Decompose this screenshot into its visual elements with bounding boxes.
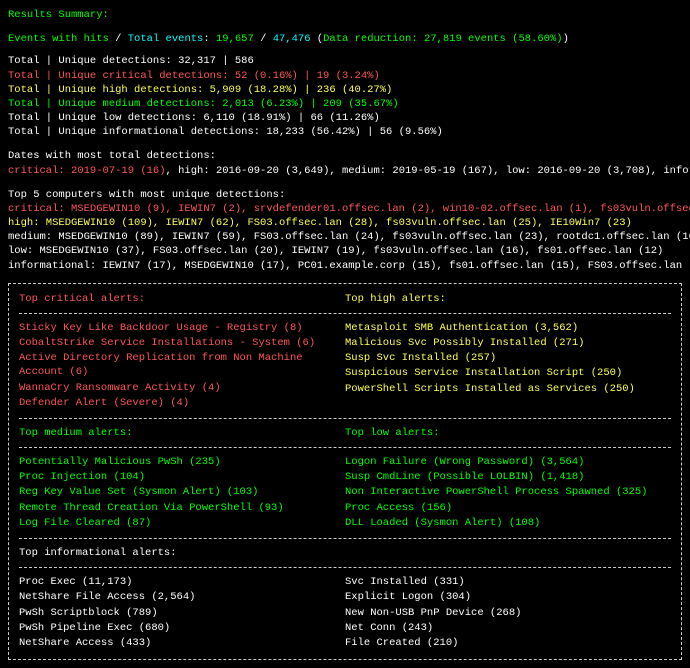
alert-item: Potentially Malicious PwSh (235)	[19, 455, 345, 469]
info-alerts-left: Proc Exec (11,173) NetShare File Access …	[19, 575, 345, 651]
alert-item: Active Directory Replication from Non Ma…	[19, 351, 345, 379]
alert-item: Svc Installed (331)	[345, 575, 671, 589]
dates-critical-label: critical:	[8, 165, 71, 177]
critical-alerts-title: Top critical alerts:	[19, 292, 345, 306]
dates-low-label: , low:	[493, 165, 537, 177]
data-reduction-value: 27,819 events (58.60%)	[424, 33, 563, 45]
sep: /	[254, 33, 273, 45]
total-events-label: Total events	[128, 33, 204, 45]
events-hits-value: 19,657	[216, 33, 254, 45]
alert-item: Non Interactive PowerShell Process Spawn…	[345, 485, 671, 499]
results-summary-title: Results Summary:	[8, 8, 682, 22]
alert-item: Malicious Svc Possibly Installed (271)	[345, 336, 671, 350]
computers-critical: critical: MSEDGEWIN10 (9), IEWIN7 (2), s…	[8, 202, 682, 216]
dates-info-label: , informational:	[651, 165, 690, 177]
alerts-box: Top critical alerts: Top high alerts: St…	[8, 283, 682, 660]
computers-info: informational: IEWIN7 (17), MSEDGEWIN10 …	[8, 259, 682, 273]
alert-item: Proc Access (156)	[345, 501, 671, 515]
medium-alerts-title: Top medium alerts:	[19, 426, 345, 440]
alert-item: PowerShell Scripts Installed as Services…	[345, 382, 671, 396]
alert-item: CobaltStrike Service Installations - Sys…	[19, 336, 345, 350]
low-detections: Total | Unique low detections: 6,110 (18…	[8, 111, 682, 125]
alert-item: Explicit Logon (304)	[345, 590, 671, 604]
dates-high-label: , high:	[166, 165, 216, 177]
computers-header: Top 5 computers with most unique detecti…	[8, 188, 682, 202]
paren: )	[563, 33, 569, 45]
low-alerts-title: Top low alerts:	[345, 426, 671, 440]
alert-item: Suspicious Service Installation Script (…	[345, 366, 671, 380]
alert-item: File Created (210)	[345, 636, 671, 650]
alert-item: Log File Cleared (87)	[19, 516, 345, 530]
alert-item: Proc Injection (104)	[19, 470, 345, 484]
computers-high: high: MSEDGEWIN10 (109), IEWIN7 (62), FS…	[8, 216, 682, 230]
high-alerts-list: Metasploit SMB Authentication (3,562) Ma…	[345, 321, 671, 411]
alert-item: Reg Key Value Set (Sysmon Alert) (103)	[19, 485, 345, 499]
alert-item: WannaCry Ransomware Activity (4)	[19, 381, 345, 395]
dates-medium-label: , medium:	[329, 165, 392, 177]
medium-alerts-list: Potentially Malicious PwSh (235) Proc In…	[19, 455, 345, 531]
sep: :	[203, 33, 216, 45]
alert-item: Defender Alert (Severe) (4)	[19, 396, 345, 410]
events-hits-label: Events with hits	[8, 33, 109, 45]
computers-medium: medium: MSEDGEWIN10 (89), IEWIN7 (59), F…	[8, 230, 682, 244]
dates-low-val: 2016-09-20 (3,708)	[537, 165, 650, 177]
dates-header: Dates with most total detections:	[8, 149, 682, 163]
alert-item: Net Conn (243)	[345, 621, 671, 635]
paren: (	[311, 33, 324, 45]
dates-breakdown: critical: 2019-07-19 (16), high: 2016-09…	[8, 164, 682, 178]
computers-low: low: MSEDGEWIN10 (37), FS03.offsec.lan (…	[8, 244, 682, 258]
info-detections: Total | Unique informational detections:…	[8, 125, 682, 139]
alert-item: Susp CmdLine (Possible LOLBIN) (1,418)	[345, 470, 671, 484]
sep: /	[109, 33, 128, 45]
alert-item: DLL Loaded (Sysmon Alert) (108)	[345, 516, 671, 530]
alert-item: Proc Exec (11,173)	[19, 575, 345, 589]
data-reduction-label: Data reduction:	[323, 33, 424, 45]
events-line: Events with hits / Total events: 19,657 …	[8, 32, 682, 46]
high-detections: Total | Unique high detections: 5,909 (1…	[8, 83, 682, 97]
alert-item: Metasploit SMB Authentication (3,562)	[345, 321, 671, 335]
high-alerts-title: Top high alerts:	[345, 292, 671, 306]
critical-detections: Total | Unique critical detections: 52 (…	[8, 69, 682, 83]
total-events-value: 47,476	[273, 33, 311, 45]
info-alerts-title: Top informational alerts:	[19, 546, 671, 560]
alert-item: PwSh Scriptblock (789)	[19, 606, 345, 620]
alert-item: NetShare Access (433)	[19, 636, 345, 650]
info-alerts-right: Svc Installed (331) Explicit Logon (304)…	[345, 575, 671, 651]
low-alerts-list: Logon Failure (Wrong Password) (3,564) S…	[345, 455, 671, 531]
critical-alerts-list: Sticky Key Like Backdoor Usage - Registr…	[19, 321, 345, 411]
alert-item: Logon Failure (Wrong Password) (3,564)	[345, 455, 671, 469]
medium-detections: Total | Unique medium detections: 2,013 …	[8, 97, 682, 111]
alert-item: NetShare File Access (2,564)	[19, 590, 345, 604]
alert-item: New Non-USB PnP Device (268)	[345, 606, 671, 620]
alert-item: Sticky Key Like Backdoor Usage - Registr…	[19, 321, 345, 335]
alert-item: PwSh Pipeline Exec (680)	[19, 621, 345, 635]
dates-critical-val: 2019-07-19 (16)	[71, 165, 166, 177]
alert-item: Susp Svc Installed (257)	[345, 351, 671, 365]
dates-high-val: 2016-09-20 (3,649)	[216, 165, 329, 177]
dates-medium-val: 2019-05-19 (167)	[392, 165, 493, 177]
unique-detections: Total | Unique detections: 32,317 | 586	[8, 54, 682, 68]
alert-item: Remote Thread Creation Via PowerShell (9…	[19, 501, 345, 515]
